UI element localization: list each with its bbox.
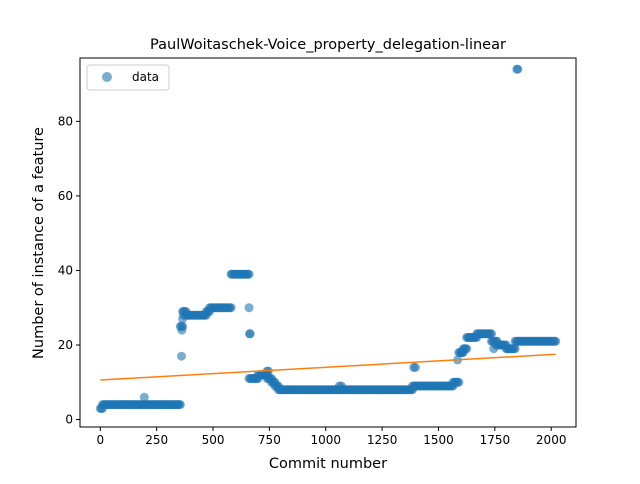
fit-line-layer	[100, 353, 556, 381]
axes-frame	[79, 57, 577, 428]
data-point	[487, 329, 496, 339]
data-point	[337, 381, 346, 391]
chart-title: PaulWoitaschek-Voice_property_delegation…	[150, 37, 506, 53]
data-point	[491, 340, 501, 350]
data-point	[177, 325, 187, 335]
x-tick-label: 1750	[480, 433, 511, 447]
data-point	[245, 329, 255, 339]
data-point	[454, 377, 464, 387]
y-axis-label: Number of instance of a feature	[31, 127, 47, 359]
y-axis-ticks: 0 20 40 60 80	[58, 114, 80, 427]
data-point	[175, 400, 185, 410]
fit-line	[100, 353, 556, 381]
x-tick-label: 500	[202, 433, 225, 447]
y-tick-label: 40	[58, 263, 73, 277]
data-point	[179, 310, 189, 320]
y-tick-label: 80	[58, 114, 73, 128]
x-axis-label: Commit number	[269, 456, 387, 472]
data-point	[457, 348, 467, 357]
legend: data	[86, 64, 170, 91]
legend-box	[86, 64, 170, 91]
data-point	[244, 303, 254, 313]
data-point	[510, 344, 520, 354]
x-tick-label: 0	[96, 433, 104, 447]
x-tick-label: 250	[145, 433, 168, 447]
data-point	[244, 269, 254, 279]
x-tick-label: 750	[258, 433, 281, 447]
y-tick-label: 0	[65, 413, 73, 427]
data-point	[513, 64, 523, 74]
x-tick-label: 1000	[310, 433, 341, 447]
data-point	[551, 336, 561, 346]
x-tick-label: 1500	[423, 433, 454, 447]
x-axis-ticks: 0 250 500 750 1000 1250 1500 1750 2000	[96, 427, 566, 447]
legend-label-data: data	[132, 70, 159, 84]
y-tick-label: 60	[58, 189, 73, 203]
legend-marker-data	[102, 72, 112, 82]
data-point	[177, 351, 186, 361]
x-tick-label: 2000	[536, 433, 567, 447]
x-tick-label: 1250	[367, 433, 398, 447]
axes-background	[80, 58, 576, 427]
data-point	[411, 362, 420, 372]
plot-area: 0 250 500 750 1000 1250 1500 1750 2000 0 20 40 60 80	[58, 57, 577, 447]
data-point	[139, 392, 149, 402]
y-tick-label: 20	[58, 338, 73, 352]
scatter-points	[95, 64, 561, 413]
data-point	[226, 303, 236, 313]
